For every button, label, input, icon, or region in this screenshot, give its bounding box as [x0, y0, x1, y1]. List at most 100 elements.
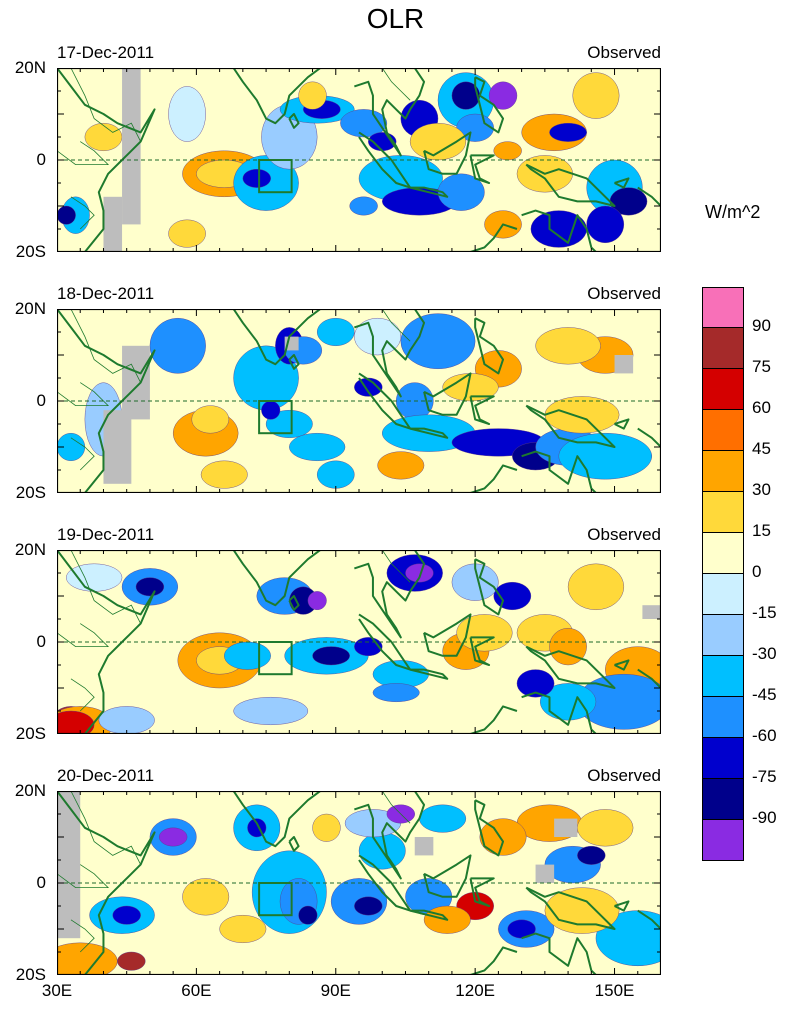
coastline: [470, 223, 518, 252]
lat-tick-label: 20N: [14, 58, 46, 77]
coastline: [409, 427, 449, 439]
missing-data-patch: [122, 68, 141, 225]
index-region-box: [258, 159, 293, 194]
colorbar-swatch: [702, 451, 744, 492]
olr-anomaly-region: [316, 460, 355, 489]
country-border: [381, 68, 411, 101]
colorbar-swatch: [702, 615, 744, 656]
olr-anomaly-region: [298, 905, 318, 925]
country-border: [70, 550, 141, 624]
olr-anomaly-region: [112, 905, 141, 925]
panel-date: 19-Dec-2011: [57, 525, 155, 544]
olr-anomaly-region: [493, 141, 522, 161]
missing-data-patch: [614, 355, 634, 374]
colorbar-swatch: [702, 410, 744, 451]
lat-tick-label: 20N: [14, 781, 46, 800]
index-region-box: [258, 400, 293, 435]
lat-tick-label: 20S: [15, 724, 46, 743]
olr-anomaly-region: [312, 813, 341, 842]
country-border: [70, 437, 95, 471]
olr-anomaly-region: [577, 809, 634, 847]
country-border: [57, 382, 110, 406]
olr-map: [57, 550, 661, 734]
olr-anomaly-region: [544, 396, 620, 434]
country-border: [70, 196, 95, 230]
country-border: [381, 791, 411, 824]
coastline: [614, 177, 630, 189]
colorbar-level-label: 15: [752, 521, 771, 540]
coastline: [232, 68, 322, 125]
lon-tick-label: 90E: [320, 981, 351, 1000]
panel-date: 17-Dec-2011: [57, 43, 155, 62]
coastline: [614, 418, 630, 430]
olr-anomaly-region: [549, 627, 587, 666]
country-border: [70, 68, 141, 142]
olr-map: [57, 309, 661, 493]
olr-anomaly-region: [488, 81, 518, 110]
olr-map: [57, 791, 661, 975]
olr-anomaly-region: [84, 123, 123, 152]
olr-anomaly-region: [349, 196, 378, 216]
coastline: [470, 946, 518, 975]
coastline: [470, 705, 518, 734]
chart-title: OLR: [366, 3, 425, 34]
olr-map: [57, 68, 661, 252]
olr-anomaly-region: [57, 710, 95, 734]
coastline: [474, 799, 505, 857]
olr-anomaly-region: [182, 878, 230, 916]
country-border: [381, 550, 411, 583]
olr-anomaly-region: [372, 683, 420, 703]
olr-anomaly-region: [242, 169, 271, 188]
olr-anomaly-region: [191, 405, 230, 434]
olr-anomaly-region: [377, 451, 425, 480]
missing-data-patch: [414, 837, 434, 856]
colorbar-swatch: [702, 369, 744, 410]
olr-anomaly-region: [57, 205, 76, 225]
panel-source-label: Observed: [587, 43, 661, 62]
olr-anomaly-region: [549, 123, 587, 142]
olr-anomaly-region: [577, 846, 606, 865]
coastline: [232, 791, 322, 848]
olr-anomaly-region: [261, 400, 281, 420]
olr-anomaly-region: [307, 591, 327, 610]
lat-tick-label: 20S: [15, 965, 46, 984]
coastline: [354, 309, 426, 398]
coastline: [423, 854, 472, 898]
coastline: [637, 668, 661, 689]
olr-anomaly-region: [516, 669, 555, 698]
coastline: [354, 791, 426, 880]
olr-anomaly-region: [298, 81, 327, 110]
olr-anomaly-region: [558, 432, 652, 480]
colorbar-level-label: 30: [752, 480, 771, 499]
map-panel: [57, 68, 661, 252]
panel-source-label: Observed: [587, 284, 661, 303]
coastline: [474, 76, 505, 134]
coastline: [232, 309, 322, 366]
panel-date: 18-Dec-2011: [57, 284, 155, 303]
olr-anomaly-region: [567, 563, 625, 610]
colorbar-level-label: 45: [752, 439, 771, 458]
colorbar-swatch: [702, 656, 744, 697]
colorbar-level-label: -30: [752, 644, 777, 663]
coastline: [637, 909, 661, 930]
colorbar-swatch: [702, 328, 744, 369]
coastline: [525, 163, 616, 207]
coastline: [57, 68, 156, 252]
coastline: [470, 464, 518, 493]
country-border: [70, 678, 95, 712]
units-label: W/m^2: [705, 202, 761, 222]
olr-anomaly-region: [233, 696, 309, 725]
coastline: [469, 395, 495, 425]
olr-anomaly-region: [312, 646, 350, 666]
coastline: [57, 791, 156, 975]
colorbar-level-label: -75: [752, 767, 777, 786]
colorbar-level-label: 75: [752, 357, 771, 376]
olr-anomaly-region: [265, 409, 313, 438]
coastline: [525, 645, 616, 689]
colorbar-swatch: [702, 738, 744, 779]
coastline: [423, 613, 472, 657]
coastline: [469, 154, 495, 184]
olr-anomaly-region: [479, 818, 527, 856]
olr-anomaly-region: [98, 706, 155, 734]
colorbar-level-label: 90: [752, 316, 771, 335]
